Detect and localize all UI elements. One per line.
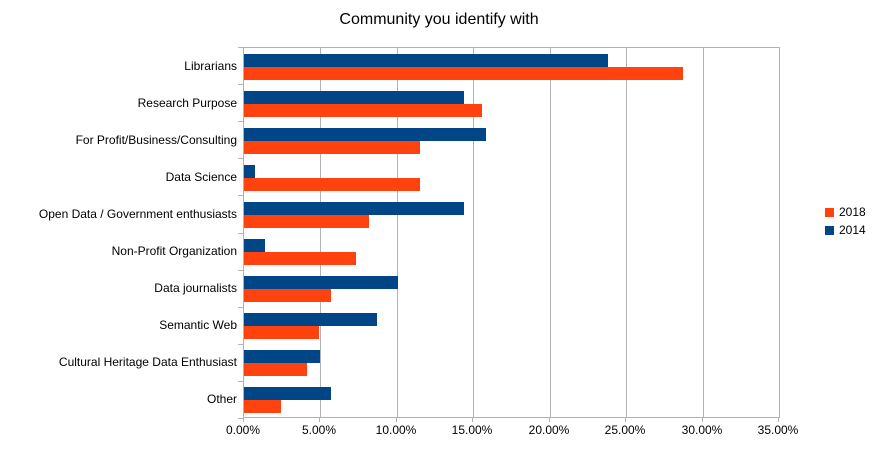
gridline xyxy=(473,48,474,417)
x-tick-label: 30.00% xyxy=(681,423,723,437)
bar-2014 xyxy=(244,313,377,327)
bar-2014 xyxy=(244,53,608,67)
x-axis-tick xyxy=(243,418,244,422)
legend-entry-2014: 2014 xyxy=(825,223,866,237)
bar-2018 xyxy=(244,103,483,117)
legend-label: 2014 xyxy=(839,223,866,237)
y-axis-tick xyxy=(238,195,243,196)
gridline xyxy=(703,48,704,417)
x-axis-tick xyxy=(472,418,473,422)
bar-2018 xyxy=(244,326,319,340)
x-tick-label: 20.00% xyxy=(528,423,570,437)
x-axis-tick xyxy=(702,418,703,422)
bar-2018 xyxy=(244,177,420,191)
y-axis-tick xyxy=(238,158,243,159)
legend-swatch-2018 xyxy=(825,207,834,217)
legend-entry-2018: 2018 xyxy=(825,205,866,219)
bar-2014 xyxy=(244,127,486,141)
bar-2018 xyxy=(244,363,307,377)
x-tick-label: 0.00% xyxy=(225,423,261,437)
legend-swatch-2014 xyxy=(825,225,834,235)
bar-2018 xyxy=(244,400,281,414)
category-label: Data Science xyxy=(165,169,237,184)
category-label: Data journalists xyxy=(154,281,237,296)
category-label: Librarians xyxy=(184,58,237,73)
category-label: Semantic Web xyxy=(159,318,237,333)
category-label: Open Data / Government enthusiasts xyxy=(38,206,237,221)
category-label: Research Purpose xyxy=(137,95,237,110)
bar-2014 xyxy=(244,239,266,253)
x-tick-label: 15.00% xyxy=(451,423,493,437)
legend-label: 2018 xyxy=(839,205,866,219)
y-axis-tick xyxy=(238,121,243,122)
x-tick-label: 5.00% xyxy=(301,423,337,437)
y-axis-tick xyxy=(238,47,243,48)
bar-2018 xyxy=(244,289,332,303)
gridline xyxy=(397,48,398,417)
y-axis-tick xyxy=(238,233,243,234)
y-axis-tick xyxy=(238,270,243,271)
bar-2018 xyxy=(244,214,370,228)
y-axis-tick xyxy=(238,418,243,419)
x-axis-tick xyxy=(625,418,626,422)
x-tick-label: 10.00% xyxy=(375,423,417,437)
x-axis-tick xyxy=(549,418,550,422)
chart-title: Community you identify with xyxy=(339,11,539,28)
y-axis-tick xyxy=(238,307,243,308)
gridline xyxy=(320,48,321,417)
bar-2018 xyxy=(244,140,420,154)
category-label: Non-Profit Organization xyxy=(111,244,237,259)
bar-2018 xyxy=(244,66,683,80)
category-label: Other xyxy=(206,392,237,407)
gridline xyxy=(550,48,551,417)
category-label: For Profit/Business/Consulting xyxy=(75,132,237,147)
bar-2014 xyxy=(244,276,399,290)
plot-area xyxy=(243,47,780,418)
bar-2014 xyxy=(244,164,255,178)
y-axis-tick xyxy=(238,344,243,345)
bar-2014 xyxy=(244,350,321,364)
x-axis-tick xyxy=(778,418,779,422)
x-tick-label: 25.00% xyxy=(604,423,646,437)
x-tick-label: 35.00% xyxy=(757,423,799,437)
x-axis-tick xyxy=(396,418,397,422)
bar-2018 xyxy=(244,252,356,266)
category-label: Cultural Heritage Data Enthusiast xyxy=(58,355,237,370)
gridline xyxy=(626,48,627,417)
bar-2014 xyxy=(244,387,332,401)
bar-2014 xyxy=(244,90,465,104)
x-axis-tick xyxy=(319,418,320,422)
bar-2014 xyxy=(244,201,465,215)
y-axis-tick xyxy=(238,84,243,85)
y-axis-tick xyxy=(238,381,243,382)
